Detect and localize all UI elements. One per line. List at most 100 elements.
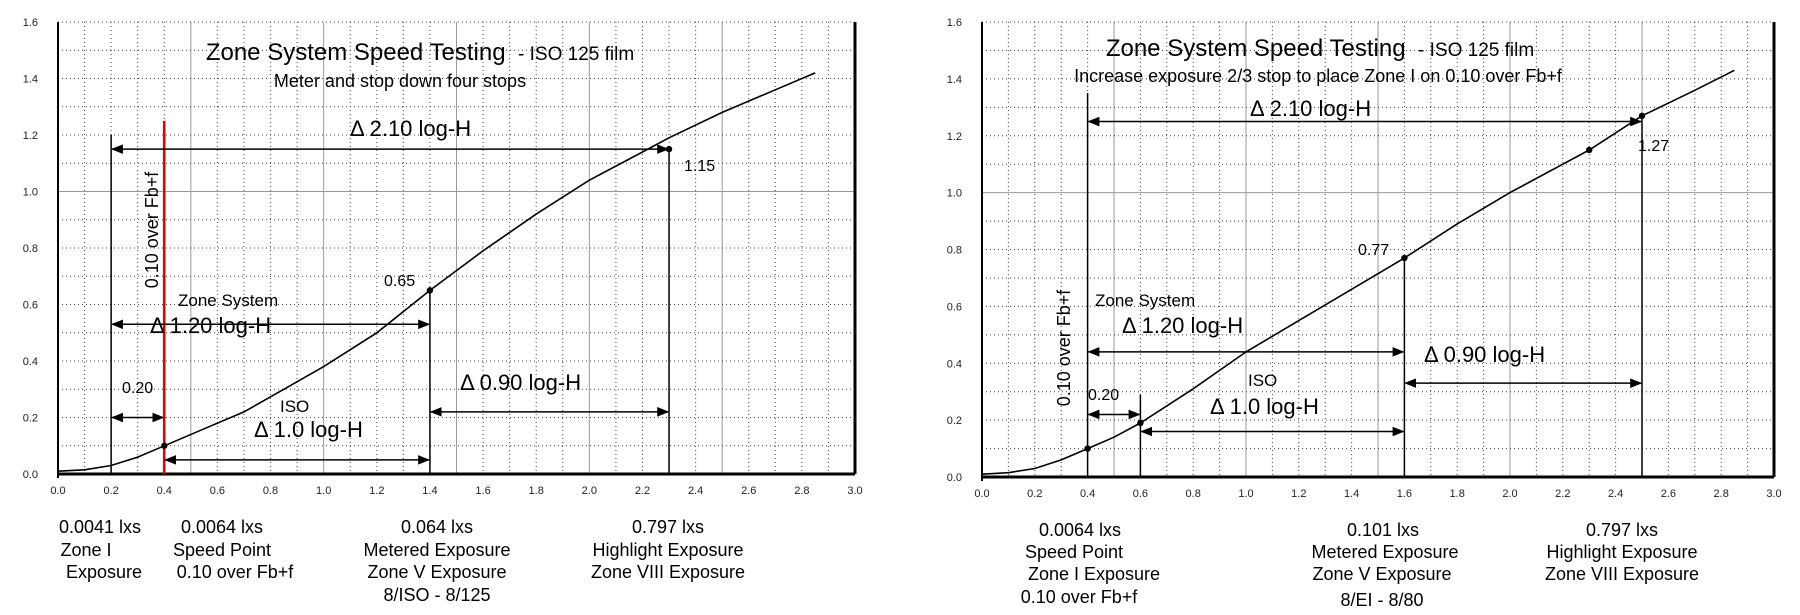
x-tick-label: 2.6 — [1661, 488, 1676, 500]
chart-left-curve — [57, 72, 816, 472]
bottom-label-line: 0.0064 lxs — [181, 517, 263, 537]
data-point — [1084, 445, 1091, 452]
chart-left-bottom-label-speed: 0.0064 lxs Speed Point 0.10 over Fb+f — [173, 517, 294, 582]
bottom-label-line: Zone VIII Exposure — [1545, 564, 1699, 584]
chart-left-delta-iso: Δ 1.0 log-H — [254, 417, 363, 442]
data-point — [1137, 419, 1144, 427]
chart-left-delta-total: Δ 2.10 log-H — [350, 116, 471, 141]
x-tick-label: 0.0 — [974, 488, 989, 500]
bottom-label-line: 8/ISO - 8/125 — [383, 585, 490, 605]
y-tick-label: 1.6 — [23, 17, 38, 29]
chart-right-zone-system-label: Zone System — [1095, 291, 1195, 310]
characteristic-curve-line — [981, 69, 1735, 475]
data-point — [1638, 112, 1646, 120]
x-tick-label: 0.0 — [50, 485, 65, 497]
bottom-label-line: 0.064 lxs — [401, 517, 473, 537]
chart-right-small-label: 0.20 — [1088, 387, 1119, 404]
x-tick-label: 2.2 — [1555, 488, 1570, 500]
data-point — [426, 287, 434, 294]
x-tick-label: 1.8 — [529, 485, 544, 497]
y-tick-label: 0.8 — [947, 245, 962, 257]
x-tick-label: 0.2 — [1027, 488, 1042, 500]
bottom-label-line: Highlight Exposure — [592, 540, 743, 560]
chart-right-title: Zone System Speed Testing - ISO 125 film — [1106, 35, 1534, 62]
chart-left-point-label-115: 1.15 — [684, 158, 715, 175]
x-tick-label: 0.2 — [103, 485, 118, 497]
chart-right-bottom-label-speed: 0.0064 lxs Speed Point Zone I Exposure 0… — [1021, 520, 1160, 607]
bottom-label-line: Speed Point — [173, 540, 271, 560]
y-tick-label: 0.4 — [947, 358, 962, 370]
chart-left-zone-system-label: Zone System — [178, 291, 278, 310]
x-tick-label: 0.4 — [1080, 488, 1095, 500]
chart-right-subtitle: Increase exposure 2/3 stop to place Zone… — [1074, 66, 1563, 86]
data-point — [1401, 254, 1408, 262]
chart-right-point-label-127: 1.27 — [1638, 138, 1669, 155]
chart-left-title-main: Zone System Speed Testing — [206, 39, 506, 66]
bottom-label-line: 0.10 over Fb+f — [177, 562, 295, 582]
x-tick-label: 2.2 — [635, 485, 650, 497]
chart-right-delta-zone: Δ 1.20 log-H — [1122, 313, 1243, 338]
x-tick-label: 2.6 — [741, 485, 756, 497]
x-tick-label: 1.0 — [1238, 488, 1253, 500]
y-tick-label: 1.0 — [23, 187, 38, 199]
x-tick-label: 1.0 — [316, 485, 331, 497]
x-tick-label: 1.4 — [1344, 488, 1359, 500]
y-tick-label: 0.0 — [947, 472, 962, 484]
x-tick-label: 1.6 — [475, 485, 490, 497]
x-tick-label: 0.6 — [210, 485, 225, 497]
chart-left-delta-zone: Δ 1.20 log-H — [150, 313, 271, 338]
x-tick-label: 2.8 — [1714, 488, 1729, 500]
chart-left-small-label: 0.20 — [122, 380, 153, 397]
x-tick-label: 1.2 — [369, 485, 384, 497]
bottom-label-line: Speed Point — [1025, 542, 1123, 562]
x-tick-label: 1.8 — [1450, 488, 1465, 500]
y-tick-label: 1.2 — [23, 130, 38, 142]
y-tick-label: 0.6 — [947, 301, 962, 313]
bottom-label-line: Metered Exposure — [1311, 542, 1458, 562]
chart-right-y-tick-labels: 0.0 0.2 0.4 0.6 0.8 1.0 1.2 1.4 1.6 — [947, 17, 962, 484]
bottom-label-line: 0.797 lxs — [632, 517, 704, 537]
x-tick-label: 1.4 — [422, 485, 437, 497]
chart-right-delta-total: Δ 2.10 log-H — [1250, 96, 1371, 121]
chart-left-bottom-label-zone1: 0.0041 lxs Zone I Exposure — [59, 517, 142, 582]
chart-right-points — [1084, 112, 1646, 452]
chart-right-curve — [981, 69, 1735, 475]
chart-right-vertical-lines — [1086, 93, 1643, 477]
x-tick-label: 1.2 — [1291, 488, 1306, 500]
chart-left: 0.0 0.2 0.4 0.6 0.8 1.0 1.2 1.4 1.6 1.8 2.0 2.2 2.4 2… — [23, 17, 863, 605]
bottom-label-line: 0.10 over Fb+f — [1021, 587, 1139, 607]
chart-right-delta-iso: Δ 1.0 log-H — [1210, 394, 1319, 419]
chart-left-arrows — [110, 144, 670, 465]
y-tick-label: 1.4 — [947, 74, 962, 86]
chart-right-title-suffix: - ISO 125 film — [1418, 40, 1534, 61]
x-tick-label: 1.6 — [1397, 488, 1412, 500]
chart-left-x-tick-labels: 0.0 0.2 0.4 0.6 0.8 1.0 1.2 1.4 1.6 1.8 2.0 2.2 2.4 2… — [50, 485, 862, 497]
x-tick-label: 0.8 — [263, 485, 278, 497]
chart-left-axes — [57, 22, 857, 478]
bottom-label-line: 0.797 lxs — [1586, 520, 1658, 540]
bottom-label-line: 0.0041 lxs — [59, 517, 141, 537]
x-tick-label: 2.0 — [1502, 488, 1517, 500]
chart-right-bottom-label-highlight: 0.797 lxs Highlight Exposure Zone VIII E… — [1545, 520, 1699, 584]
chart-right-vert-label: 0.10 over Fb+f — [1054, 289, 1074, 407]
x-tick-label: 0.4 — [157, 485, 172, 497]
chart-right: 0.0 0.2 0.4 0.6 0.8 1.0 1.2 1.4 1.6 1.8 2.0 2.2 2.4 2… — [947, 17, 1782, 610]
bottom-label-line: Highlight Exposure — [1546, 542, 1697, 562]
chart-left-title-suffix: - ISO 125 film — [518, 44, 634, 65]
chart-right-bottom-label-metered: 0.101 lxs Metered Exposure Zone V Exposu… — [1311, 520, 1458, 610]
x-tick-label: 3.0 — [1766, 488, 1781, 500]
y-tick-label: 0.2 — [947, 415, 962, 427]
chart-left-delta-high: Δ 0.90 log-H — [460, 370, 581, 395]
x-tick-label: 2.4 — [688, 485, 703, 497]
x-tick-label: 2.8 — [794, 485, 809, 497]
y-tick-label: 1.0 — [947, 188, 962, 200]
bottom-label-line: Zone I Exposure — [1028, 564, 1160, 584]
bottom-label-line: Zone I — [60, 540, 111, 560]
y-tick-label: 0.8 — [23, 243, 38, 255]
bottom-label-line: 0.101 lxs — [1347, 520, 1419, 540]
bottom-label-line: Metered Exposure — [363, 540, 510, 560]
chart-right-iso-label: ISO — [1248, 371, 1277, 390]
chart-left-red-line-label: 0.10 over Fb+f — [142, 171, 162, 289]
chart-right-x-tick-labels: 0.0 0.2 0.4 0.6 0.8 1.0 1.2 1.4 1.6 1.8 2.0 2.2 2.4 2… — [974, 488, 1781, 500]
